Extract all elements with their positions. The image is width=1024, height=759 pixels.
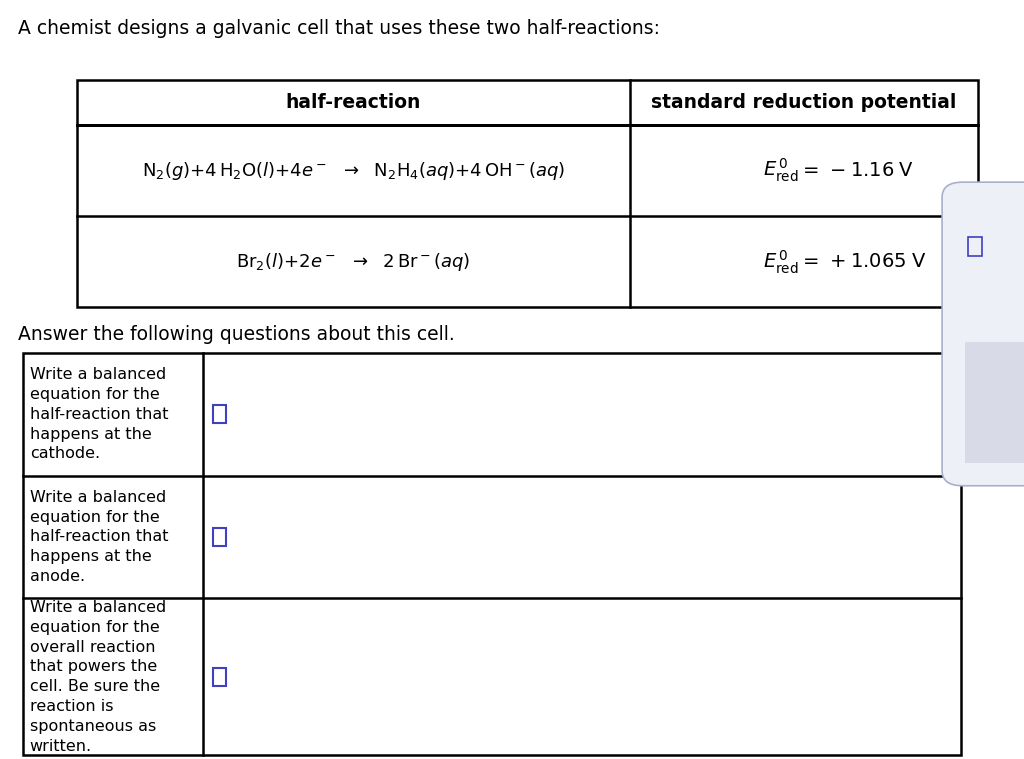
Text: Write a balanced
equation for the
overall reaction
that powers the
cell. Be sure: Write a balanced equation for the overal… bbox=[30, 600, 166, 754]
Text: half-reaction: half-reaction bbox=[286, 93, 421, 112]
Bar bbox=[968, 237, 982, 256]
Text: $\mathrm{N_2}$$(g)$+$4\,\mathrm{H_2O}$$(l)$+$4e^-$  $\rightarrow$  $\mathrm{N_2H: $\mathrm{N_2}$$(g)$+$4\,\mathrm{H_2O}$$(… bbox=[141, 160, 565, 181]
Text: Answer the following questions about this cell.: Answer the following questions about thi… bbox=[18, 325, 456, 344]
Text: $=\,-1.16\;\mathrm{V}$: $=\,-1.16\;\mathrm{V}$ bbox=[799, 161, 913, 181]
Bar bbox=[23, 353, 961, 755]
Text: $E_{\mathrm{red}}^{\,0}$: $E_{\mathrm{red}}^{\,0}$ bbox=[763, 248, 799, 276]
Text: Write a balanced
equation for the
half-reaction that
happens at the
anode.: Write a balanced equation for the half-r… bbox=[30, 490, 168, 584]
Text: Write a balanced
equation for the
half-reaction that
happens at the
cathode.: Write a balanced equation for the half-r… bbox=[30, 367, 168, 461]
Bar bbox=[213, 668, 226, 686]
Bar bbox=[213, 528, 226, 546]
Text: e: e bbox=[971, 304, 979, 318]
Text: A chemist designs a galvanic cell that uses these two half-reactions:: A chemist designs a galvanic cell that u… bbox=[18, 19, 660, 38]
Bar bbox=[213, 405, 226, 424]
Bar bbox=[77, 80, 978, 307]
FancyBboxPatch shape bbox=[942, 182, 1024, 486]
Bar bbox=[965, 342, 1024, 463]
Text: $\mathrm{Br_2}$$(l)$+$2e^-$  $\rightarrow$  $2\,\mathrm{Br^-}$$(aq)$: $\mathrm{Br_2}$$(l)$+$2e^-$ $\rightarrow… bbox=[237, 251, 470, 272]
Text: standard reduction potential: standard reduction potential bbox=[651, 93, 956, 112]
Text: $E_{\mathrm{red}}^{\,0}$: $E_{\mathrm{red}}^{\,0}$ bbox=[763, 157, 799, 184]
Text: $=\,+1.065\;\mathrm{V}$: $=\,+1.065\;\mathrm{V}$ bbox=[799, 252, 926, 272]
